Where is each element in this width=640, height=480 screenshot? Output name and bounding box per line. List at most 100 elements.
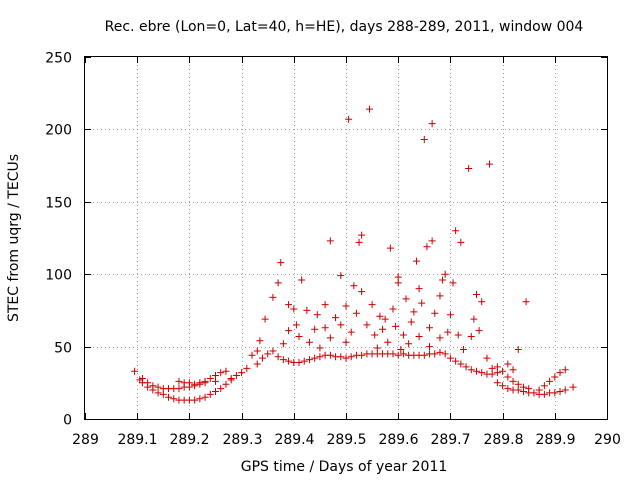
data-point [514, 345, 522, 353]
data-point [530, 389, 538, 397]
data-point [504, 385, 512, 393]
data-point [305, 356, 313, 364]
data-point [337, 321, 345, 329]
x-tick-label: 289.6 [378, 432, 418, 448]
data-point [154, 383, 162, 391]
data-point [264, 350, 272, 358]
data-point [352, 309, 360, 317]
data-point [384, 338, 392, 346]
data-point [478, 369, 486, 377]
data-point [386, 244, 394, 252]
data-point [514, 386, 522, 394]
data-point [546, 377, 554, 385]
data-point [457, 360, 465, 368]
data-point [439, 276, 447, 284]
data-point [540, 390, 548, 398]
data-point [191, 380, 199, 388]
data-point [457, 238, 465, 246]
data-point [191, 396, 199, 404]
y-tick-label: 50 [54, 341, 72, 357]
data-point [131, 367, 139, 375]
data-point [423, 243, 431, 251]
data-point [392, 322, 400, 330]
y-tick-label: 100 [45, 268, 72, 284]
data-point [175, 377, 183, 385]
data-point [337, 353, 345, 361]
data-point [170, 395, 178, 403]
data-point [522, 298, 530, 306]
data-point [201, 393, 209, 401]
data-point [222, 367, 230, 375]
data-point [285, 301, 293, 309]
data-point [248, 351, 256, 359]
data-point [535, 386, 543, 394]
data-point [285, 327, 293, 335]
data-point [144, 379, 152, 387]
data-points [131, 105, 577, 404]
data-point [342, 302, 350, 310]
data-point [452, 227, 460, 235]
data-point [394, 351, 402, 359]
data-point [405, 340, 413, 348]
data-point [347, 353, 355, 361]
data-point [345, 115, 353, 123]
data-point [313, 311, 321, 319]
data-point [350, 282, 358, 290]
data-point [321, 324, 329, 332]
data-point [358, 288, 366, 296]
data-point [459, 345, 467, 353]
x-tick-label: 289.4 [274, 432, 314, 448]
data-point [274, 353, 282, 361]
data-point [428, 120, 436, 128]
y-axis-tick-labels: 0 50 100 150 200 250 [45, 51, 72, 429]
data-point [261, 315, 269, 323]
data-point [493, 379, 501, 387]
data-point [277, 259, 285, 267]
data-point [420, 351, 428, 359]
data-point [212, 377, 219, 385]
data-point [449, 279, 457, 287]
data-point [311, 354, 319, 362]
data-point [326, 334, 334, 342]
y-tick-label: 150 [45, 196, 72, 212]
data-point [446, 311, 454, 319]
data-point [295, 359, 303, 367]
axis-ticks [85, 57, 608, 420]
data-point [217, 369, 225, 377]
data-point [279, 340, 287, 348]
data-point [410, 308, 418, 316]
data-point [373, 344, 381, 352]
data-point [274, 279, 282, 287]
data-point [486, 160, 494, 168]
data-point [337, 272, 345, 280]
data-point [292, 321, 300, 329]
data-point [222, 380, 230, 388]
data-point [368, 301, 376, 309]
data-point [418, 299, 426, 307]
y-axis-label: STEC from uqrg / TECUs [6, 154, 22, 322]
data-point [358, 231, 366, 239]
x-tick-label: 289.8 [483, 432, 523, 448]
data-point [462, 363, 470, 371]
y-tick-label: 250 [45, 51, 72, 67]
data-point [426, 343, 434, 351]
data-point [138, 374, 146, 382]
data-point [499, 382, 507, 390]
data-point [569, 383, 577, 391]
data-point [551, 389, 559, 397]
data-point [556, 387, 564, 395]
data-point [519, 387, 527, 395]
x-tick-label: 289.1 [117, 432, 157, 448]
data-point [326, 351, 334, 359]
data-point [243, 364, 251, 372]
data-point [201, 379, 209, 387]
data-point [399, 350, 407, 358]
x-tick-label: 289.7 [430, 432, 470, 448]
data-point [355, 238, 363, 246]
data-point [238, 369, 246, 377]
chart-title: Rec. ebre (Lon=0, Lat=40, h=HE), days 28… [105, 19, 584, 35]
plot-frame [84, 56, 608, 420]
data-point [358, 351, 366, 359]
x-tick-label: 290 [594, 432, 621, 448]
data-point [165, 393, 173, 401]
